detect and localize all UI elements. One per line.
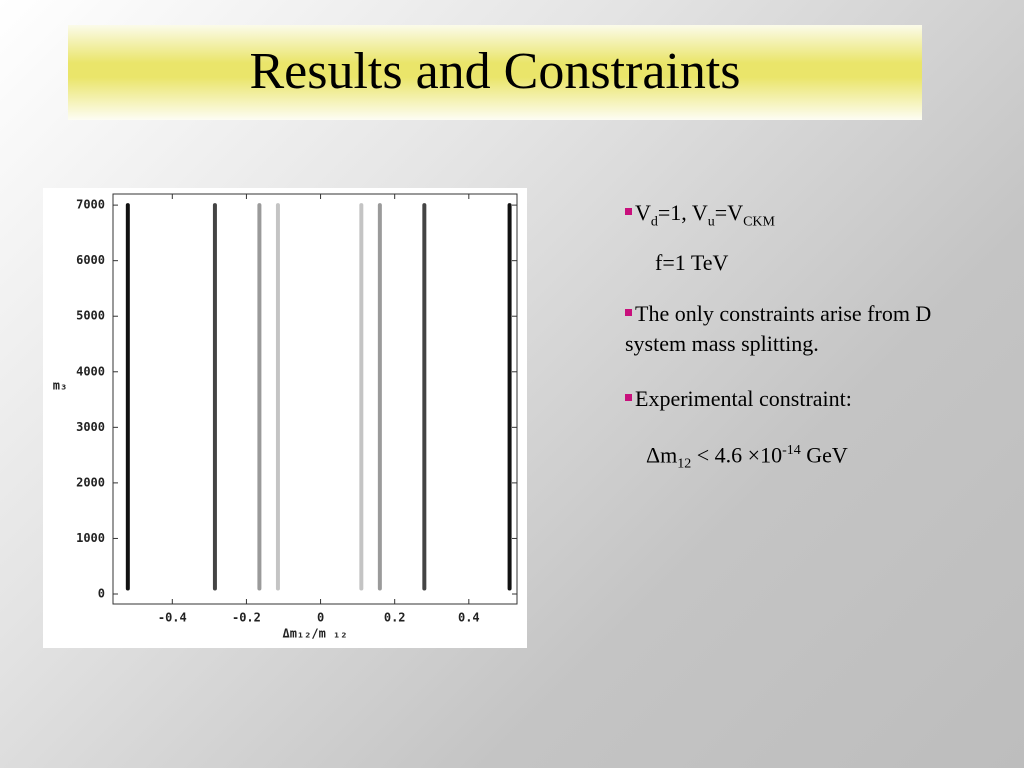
bullet-detail: Δm12 < 4.6 ×10-14 GeV: [646, 436, 848, 480]
chart-background: [43, 188, 527, 648]
y-tick-label: 7000: [76, 198, 105, 212]
y-tick-label: 6000: [76, 253, 105, 267]
chart: Δm₁₂/m ₁₂ m₃ 0 1000 2000 3000 4000 5000 6000 70…: [43, 188, 527, 648]
y-tick-label: 4000: [76, 364, 105, 378]
y-tick-label: 2000: [76, 475, 105, 489]
plot-frame: [112, 193, 518, 605]
text: < 4.6 ×10: [691, 442, 783, 468]
text: -14: [782, 443, 801, 458]
y-tick-label: 5000: [76, 309, 105, 323]
x-tick-label: -0.4: [158, 611, 187, 625]
text: =1, V: [657, 200, 708, 225]
y-tick-label: 1000: [76, 531, 105, 545]
bullet-marker: [625, 208, 632, 215]
x-axis-label: Δm₁₂/m ₁₂: [282, 627, 347, 641]
bullet-detail: f=1 TeV: [655, 250, 729, 275]
text: Experimental constraint:: [635, 386, 852, 411]
x-tick-label: 0.4: [458, 611, 480, 625]
bullet-marker: [625, 394, 632, 401]
bullet-marker: [625, 309, 632, 316]
text: V: [635, 200, 651, 225]
text: u: [707, 214, 715, 230]
text: d: [650, 214, 658, 230]
bullet: Vd=1, Vu=VCKM: [625, 198, 775, 237]
title-band: [68, 25, 922, 120]
slide-title: Results and Constraints: [249, 43, 741, 100]
bullet: The only constraints arise from D system…: [625, 299, 985, 359]
y-tick-label: 0: [98, 587, 105, 601]
text: The only constraints arise from D system…: [625, 301, 932, 356]
text: =V: [714, 200, 744, 225]
y-axis-label: m₃: [53, 379, 67, 393]
bullet: Experimental constraint:: [625, 384, 852, 414]
text: 12: [677, 456, 692, 472]
text: GeV: [800, 442, 848, 468]
y-tick-label: 3000: [76, 420, 105, 434]
text: Δm: [646, 442, 678, 468]
x-tick-label: 0: [317, 611, 324, 625]
x-tick-label: -0.2: [232, 611, 261, 625]
text: CKM: [743, 214, 775, 230]
x-tick-label: 0.2: [384, 611, 406, 625]
